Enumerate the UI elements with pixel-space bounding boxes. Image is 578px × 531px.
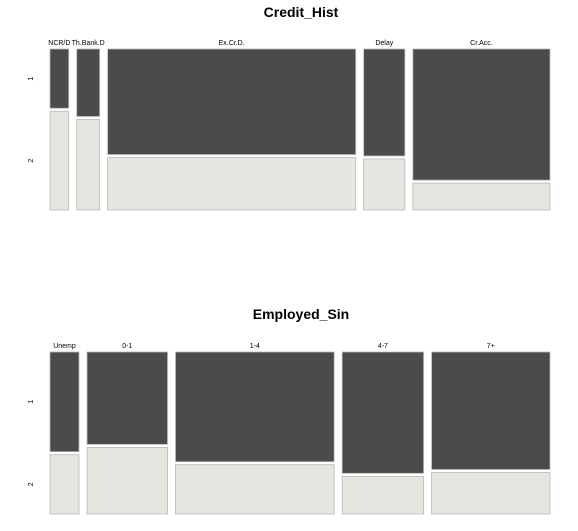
category-label-delay: Delay — [375, 40, 393, 47]
mosaic-cells — [49, 351, 551, 515]
chart-title: Credit_Hist — [264, 4, 339, 20]
category-label-4-7: 4-7 — [378, 343, 388, 350]
mosaic-cell-7-level-1 — [431, 351, 551, 470]
category-labels: Unemp 0-1 1-4 4-7 7+ — [53, 343, 495, 350]
mosaic-cell-cr-acc-level-2 — [412, 182, 551, 211]
mosaic-cell-1-4-level-1 — [175, 351, 335, 463]
mosaic-cell-delay-level-1 — [363, 48, 406, 157]
mosaic-cell-4-7-level-1 — [341, 351, 424, 474]
category-label-unemp: Unemp — [53, 343, 76, 350]
level-label-1: 1 — [28, 400, 35, 404]
category-label-0-1: 0-1 — [122, 343, 132, 350]
mosaic-cell-cr-acc-level-1 — [412, 48, 551, 181]
mosaic-cell-ncr-d-level-2 — [49, 110, 70, 211]
mosaic-cell-0-1-level-2 — [86, 446, 168, 515]
credit-hist-panel: Credit_Hist NCR/D Th.Bank.D Ex.Cr.D. Delay C… — [28, 4, 551, 211]
mosaic-cell-ncr-d-level-1 — [49, 48, 70, 109]
mosaic-cell-th-bank-d-level-1 — [76, 48, 101, 117]
mosaic-cell-th-bank-d-level-2 — [76, 119, 101, 211]
level-labels: 12 — [28, 77, 35, 163]
mosaic-cell-unemp-level-2 — [49, 454, 80, 515]
mosaic-cell-7-level-2 — [431, 472, 551, 515]
category-labels: NCR/D Th.Bank.D Ex.Cr.D. Delay Cr.Acc. — [48, 40, 492, 47]
mosaic-cell-ex-cr-d-level-2 — [107, 157, 357, 211]
category-label-ncr-d: NCR/D — [48, 40, 70, 47]
category-label-th-bank-d: Th.Bank.D — [72, 40, 105, 47]
level-label-1: 1 — [28, 77, 35, 81]
category-label-cr-acc: Cr.Acc. — [470, 40, 493, 47]
category-label-ex-cr-d: Ex.Cr.D. — [219, 40, 245, 47]
level-label-2: 2 — [28, 159, 35, 163]
employed-sin-panel: Employed_Sin Unemp 0-1 1-4 4-7 7+ 12 — [28, 306, 551, 515]
category-label-7: 7+ — [487, 343, 495, 350]
mosaic-cell-delay-level-2 — [363, 158, 406, 211]
chart-title: Employed_Sin — [253, 306, 349, 322]
mosaic-cell-0-1-level-1 — [86, 351, 168, 445]
mosaic-cell-ex-cr-d-level-1 — [107, 48, 357, 155]
mosaic-cell-1-4-level-2 — [175, 464, 335, 515]
mosaic-cell-unemp-level-1 — [49, 351, 80, 453]
mosaic-cell-4-7-level-2 — [341, 475, 424, 515]
level-label-2: 2 — [28, 482, 35, 486]
mosaic-cells — [49, 48, 551, 211]
level-labels: 12 — [28, 400, 35, 487]
category-label-1-4: 1-4 — [250, 343, 260, 350]
